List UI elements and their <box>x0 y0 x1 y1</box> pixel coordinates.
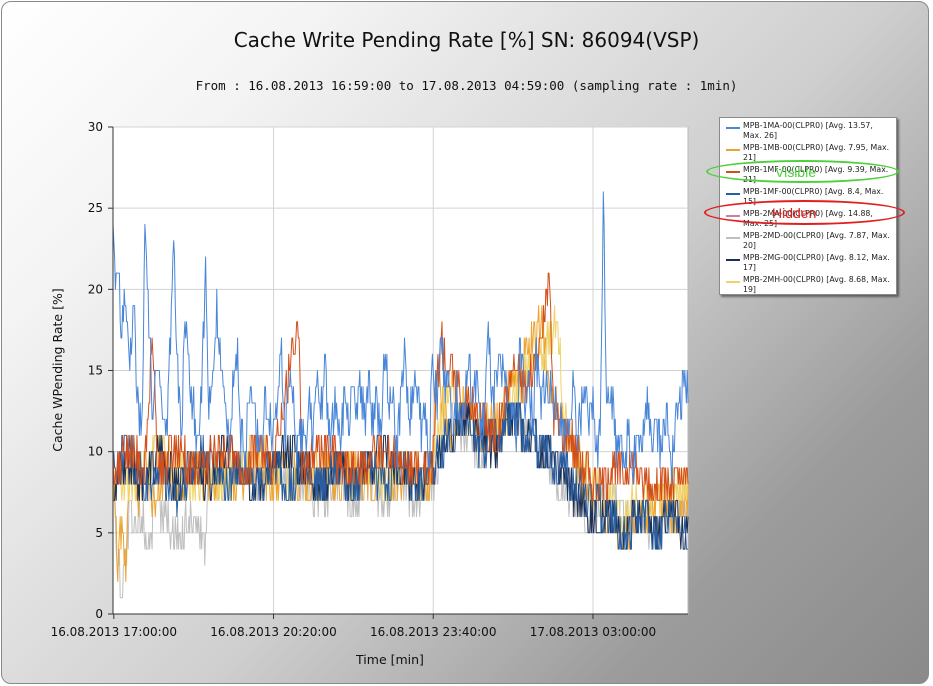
legend-swatch <box>726 281 740 283</box>
x-tick-label: 17.08.2013 03:00:00 <box>530 625 656 639</box>
x-tick-label: 16.08.2013 23:40:00 <box>370 625 496 639</box>
series-lines <box>112 191 689 599</box>
y-tick-label: 30 <box>88 120 103 134</box>
x-ticks: 16.08.2013 17:00:00 16.08.2013 20:20:00 16… <box>51 614 656 639</box>
y-tick-label: 10 <box>88 445 103 459</box>
visible-annotation-label: Visible <box>775 164 816 180</box>
y-tick-label: 0 <box>95 607 103 621</box>
legend-swatch <box>726 149 740 151</box>
x-tick-label: 16.08.2013 17:00:00 <box>51 625 177 639</box>
legend-swatch <box>726 127 740 129</box>
series-line <box>112 272 689 501</box>
legend-label: MPB-2MD-00(CLPR0) [Avg. 7.87, Max. 20] <box>743 231 890 250</box>
legend-entry[interactable]: MPB-2MG-00(CLPR0) [Avg. 8.12, Max. 17] <box>726 253 892 275</box>
legend-entry[interactable]: MPB-1MA-00(CLPR0) [Avg. 13.57, Max. 26] <box>726 121 892 143</box>
legend-entry[interactable]: MPB-1MB-00(CLPR0) [Avg. 7.95, Max. 21] <box>726 143 892 165</box>
hidden-annotation-ellipse <box>704 200 905 225</box>
chart-subtitle: From : 16.08.2013 16:59:00 to 17.08.2013… <box>195 78 738 93</box>
legend-swatch <box>726 193 740 195</box>
y-tick-label: 20 <box>88 282 103 296</box>
legend-entry[interactable]: MPB-2MD-00(CLPR0) [Avg. 7.87, Max. 20] <box>726 231 892 253</box>
legend-swatch <box>726 259 740 261</box>
y-axis-label: Cache WPending Rate [%] <box>50 288 65 451</box>
chart-title: Cache Write Pending Rate [%] SN: 86094(V… <box>233 28 700 52</box>
legend-entry[interactable]: MPB-2MH-00(CLPR0) [Avg. 8.68, Max. 19] <box>726 275 892 297</box>
legend-swatch <box>726 237 740 239</box>
visible-annotation-ellipse <box>706 160 899 183</box>
legend-label: MPB-2MH-00(CLPR0) [Avg. 8.68, Max. 19] <box>743 275 890 294</box>
legend-label: MPB-2MG-00(CLPR0) [Avg. 8.12, Max. 17] <box>743 253 890 272</box>
y-tick-label: 15 <box>88 364 103 378</box>
hidden-annotation-label: Hidden <box>772 205 817 221</box>
legend-label: MPB-1MA-00(CLPR0) [Avg. 13.57, Max. 26] <box>743 121 873 140</box>
legend-label: MPB-1MB-00(CLPR0) [Avg. 7.95, Max. 21] <box>743 143 890 162</box>
x-tick-label: 16.08.2013 20:20:00 <box>210 625 336 639</box>
y-ticks: 0 5 10 15 20 25 30 <box>88 120 113 621</box>
series-line <box>112 191 689 485</box>
x-axis-label: Time [min] <box>355 652 424 667</box>
y-tick-label: 5 <box>95 526 103 540</box>
y-tick-label: 25 <box>88 201 103 215</box>
